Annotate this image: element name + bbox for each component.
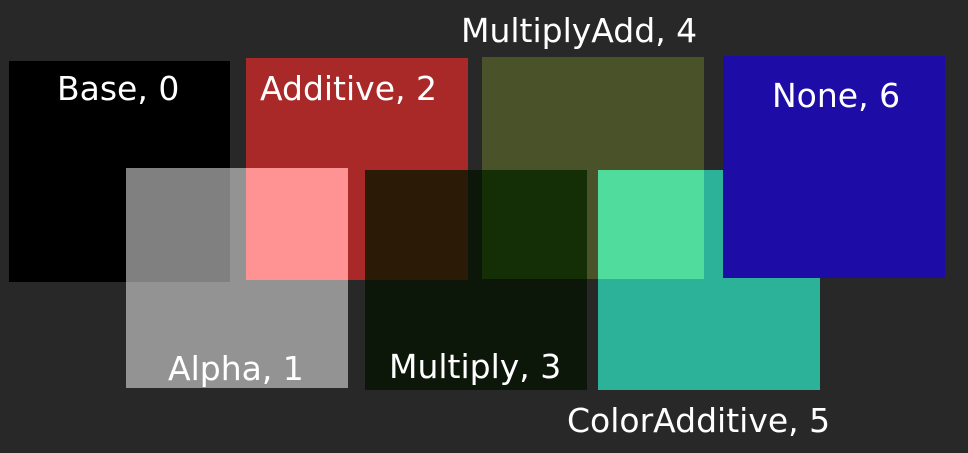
label-additive: Additive, 2 [260, 69, 437, 108]
alpha-additive-overlap [246, 168, 348, 280]
coloradditive-multiplyadd-overlap [598, 170, 704, 279]
alpha-base-overlap [126, 168, 230, 282]
label-multiply: Multiply, 3 [389, 347, 562, 386]
label-none: None, 6 [772, 76, 901, 115]
none-swatch [723, 56, 945, 278]
label-coloradditive: ColorAdditive, 5 [567, 401, 831, 440]
multiply-additive-overlap [365, 170, 468, 280]
multiply-multiplyadd-overlap [482, 170, 587, 279]
label-base: Base, 0 [57, 69, 180, 108]
label-multiplyadd: MultiplyAdd, 4 [461, 11, 698, 50]
label-alpha: Alpha, 1 [168, 349, 304, 388]
